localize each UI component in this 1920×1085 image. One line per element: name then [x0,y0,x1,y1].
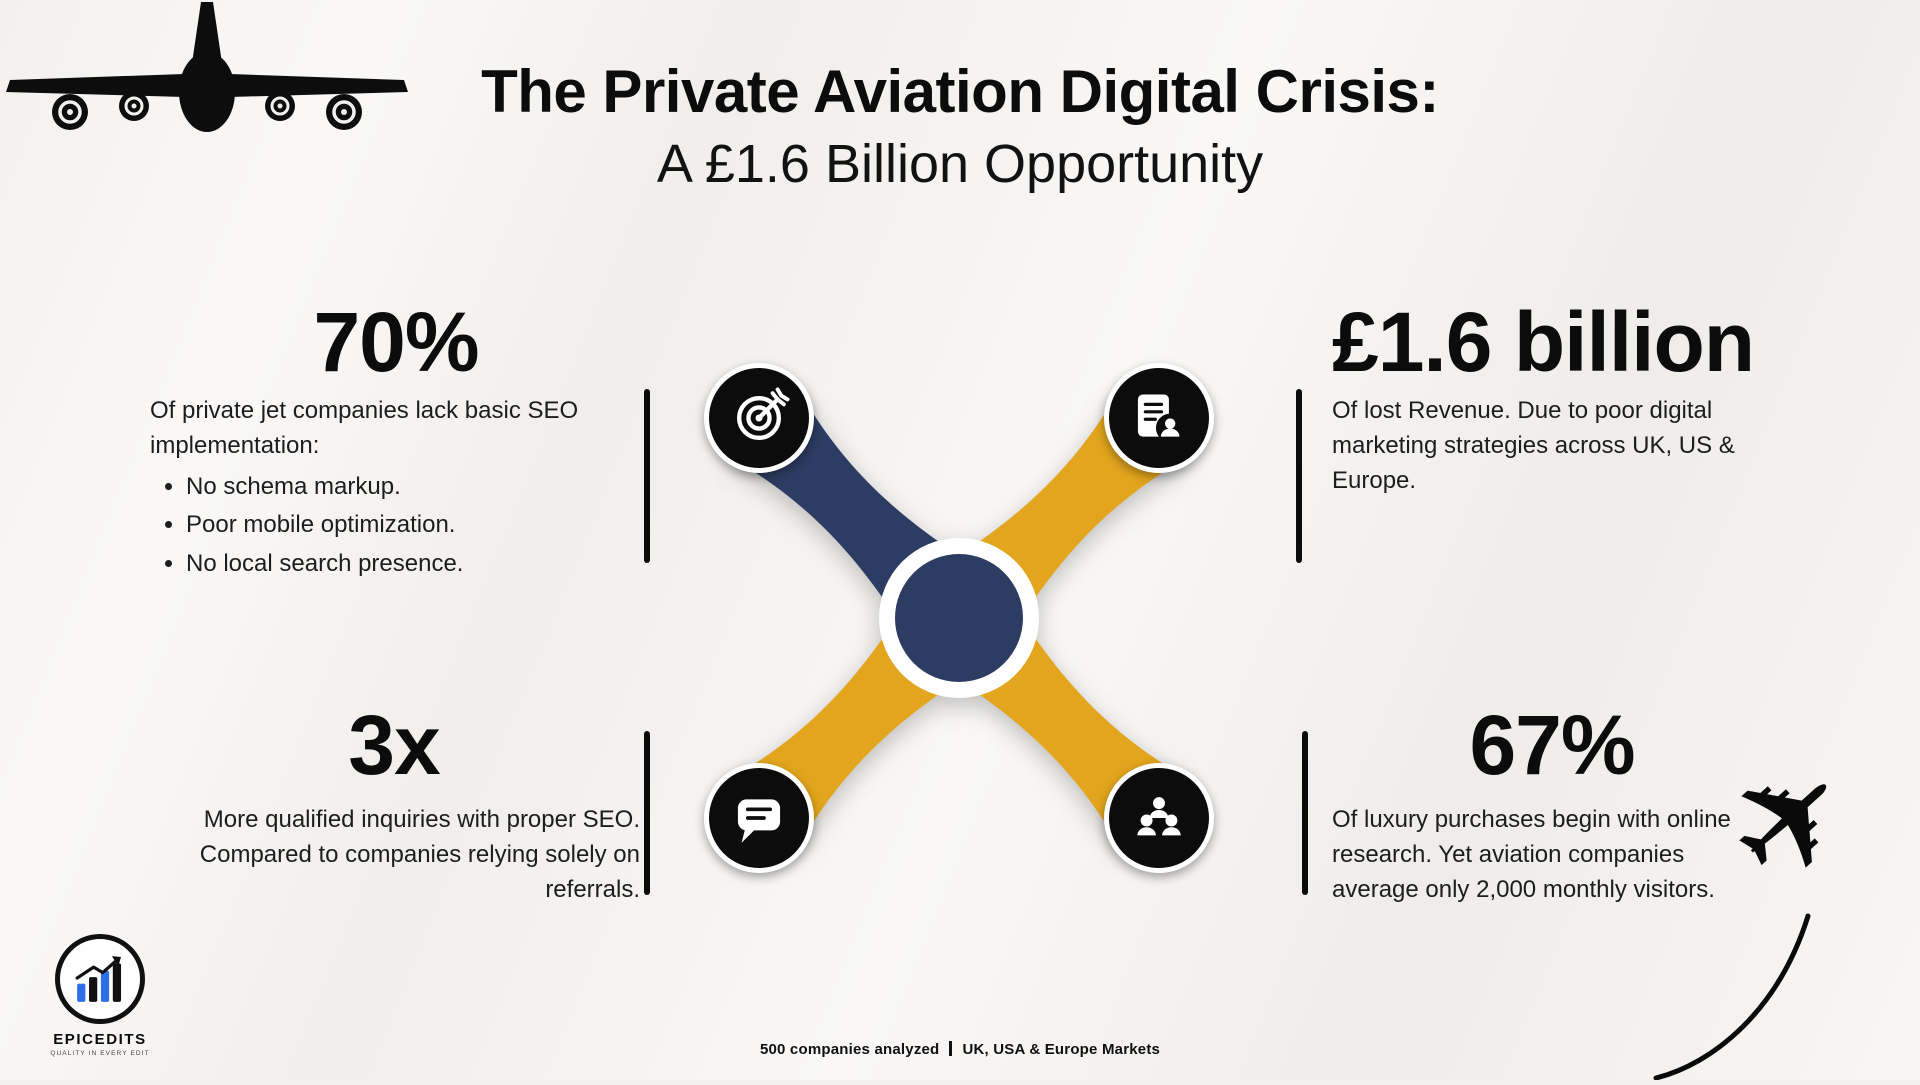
jet-takeoff-decoration: ✈ [1360,660,1920,1081]
node-target [704,363,814,473]
stat-description: More qualified inquiries with proper SEO… [199,806,640,903]
airliner-fuselage [179,52,235,132]
footnote-right: UK, USA & Europe Markets [962,1041,1161,1058]
logo-wordmark: EPICEDITS [53,1031,147,1048]
stat-description: Of private jet companies lack basic SEO … [150,397,579,459]
stat-inquiries: 3x More qualified inquiries with proper … [148,703,640,907]
footnote: 500 companies analyzed UK, USA & Europe M… [0,1041,1920,1058]
airliner-left-wing [6,74,184,97]
divider-line [1296,389,1302,563]
stat-description: Of luxury purchases begin with online re… [1332,806,1731,903]
divider-line [644,731,650,895]
node-chat [704,763,814,873]
title-line-2: A £1.6 Billion Opportunity [656,134,1264,195]
footnote-left: 500 companies analyzed [759,1041,940,1058]
stat-value-1-6-billion: £1.6 billion [1332,295,1755,389]
epicedits-logo: EPICEDITS QUALITY IN EVERY EDIT [38,934,162,1057]
node-contact-document [1104,363,1214,473]
airliner-front-icon [6,2,408,132]
stat-lost-revenue: £1.6 billion Of lost Revenue. Due to poo… [1332,300,1768,498]
stat-value-67: 67% [1469,698,1635,792]
node-team [1104,763,1214,873]
bullet-item: Poor mobile optimization. [186,508,642,543]
stat-value-3x: 3x [348,698,440,792]
airliner-fin [191,2,223,70]
airliner-right-wing [230,74,408,97]
divider-line [644,389,650,563]
stat-value-70: 70% [313,295,479,389]
logo-circle [55,934,145,1024]
divider-line [1302,731,1308,895]
footnote-divider [949,1041,953,1056]
chat-message-icon [737,799,781,843]
x-shape [729,388,1189,848]
x-diagram [559,218,1359,1018]
contact-document-icon [1137,394,1185,443]
stat-bullet-list: No schema markup. Poor mobile optimizati… [150,470,642,582]
target-goal-icon [736,387,790,441]
logo-tagline: QUALITY IN EVERY EDIT [50,1050,150,1057]
title-line-1: The Private Aviation Digital Crisis: [481,58,1439,125]
bullet-item: No local search presence. [186,547,642,582]
stat-online-research: 67% Of luxury purchases begin with onlin… [1332,703,1772,907]
stat-seo-gap: 70% Of private jet companies lack basic … [150,300,642,582]
jet-trail-icon [1653,913,1811,1081]
logo-bar-chart-icon [75,956,122,1002]
team-people-icon [1137,797,1181,836]
stat-description: Of lost Revenue. Due to poor digital mar… [1332,397,1735,494]
bullet-item: No schema markup. [186,470,642,505]
page-title: The Private Aviation Digital Crisis: A £… [0,58,1920,196]
center-circle [895,554,1023,682]
